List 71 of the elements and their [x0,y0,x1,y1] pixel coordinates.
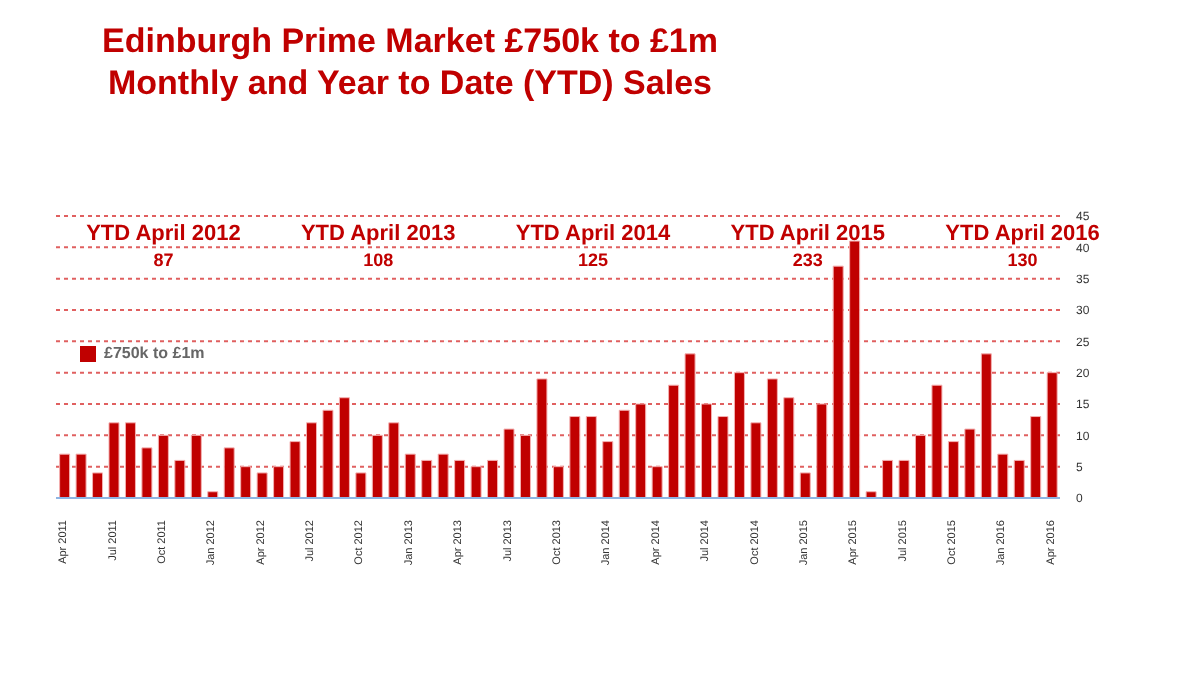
bar [552,466,564,498]
bar [404,453,416,498]
bar [1013,459,1025,498]
bar [964,428,976,498]
bar [684,353,696,498]
bar [733,372,745,498]
annotation: 233 [790,248,825,274]
bar [388,422,400,498]
bar [470,466,482,498]
bar [371,434,383,498]
bar [256,472,268,498]
annotation: 130 [1007,250,1038,270]
bar [585,416,597,498]
bar [223,447,235,498]
bar [174,459,186,498]
annotation: YTD April 2014 [513,222,673,248]
annotation: YTD April 2012 [84,222,243,248]
bar [519,434,531,498]
bar [124,422,136,498]
bar [849,240,861,498]
bar [783,397,795,498]
bar [799,472,811,498]
annotation: 125 [575,248,610,274]
bar [536,378,548,498]
bar [503,428,515,498]
bar [914,434,926,498]
bar [157,434,169,498]
bar [701,403,713,498]
bar [1046,372,1058,498]
legend-label: £750k to £1m [104,344,205,362]
bar [651,466,663,498]
bar [1030,416,1042,498]
bar [668,384,680,498]
bar [421,459,433,498]
bar [997,453,1009,498]
bar [931,384,943,498]
bar [355,472,367,498]
bar [322,409,334,498]
bar [190,434,202,498]
bar [898,459,910,498]
bar [487,459,499,498]
bar [454,459,466,498]
bar [602,441,614,498]
bar [618,409,630,498]
annotation: 108 [361,248,396,274]
bar [980,353,992,498]
bar [240,466,252,498]
bar [865,491,877,498]
bar [882,459,894,498]
bar [59,453,71,498]
annotation: YTD April 2013 [298,222,458,248]
bar [289,441,301,498]
bar [816,403,828,498]
bar [92,472,104,498]
annotation: YTD April 2015 [728,222,887,248]
chart-title: Edinburgh Prime Market £750k to £1m Monthly and Year to Date (YTD) Sales [100,20,720,104]
bar [750,422,762,498]
bar [306,422,318,498]
bar [108,422,120,498]
bar [141,447,153,498]
bar [766,378,778,498]
bar [338,397,350,498]
bar [273,466,285,498]
bar [635,403,647,498]
bar [947,441,959,498]
bar [832,265,844,498]
bar [75,453,87,498]
bar [569,416,581,498]
bar [717,416,729,498]
annotation: 87 [151,248,176,274]
bar [437,453,449,498]
